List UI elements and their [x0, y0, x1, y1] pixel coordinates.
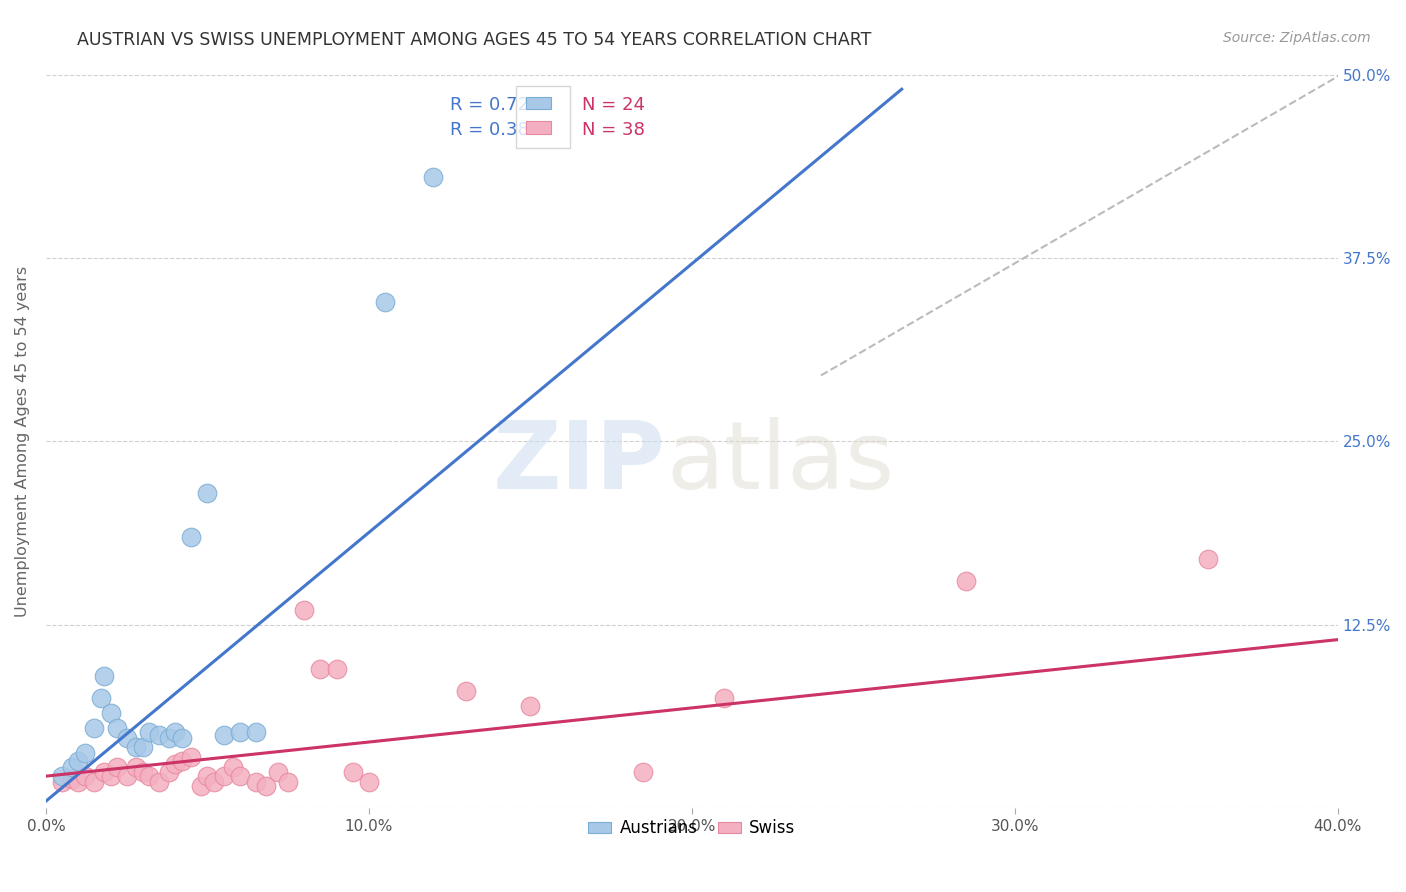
Point	[713, 691, 735, 706]
Point	[422, 170, 444, 185]
Point	[148, 775, 170, 789]
Point	[165, 757, 187, 772]
Text: N = 38: N = 38	[582, 120, 645, 138]
Point	[197, 769, 219, 783]
Point	[212, 769, 235, 783]
Point	[342, 764, 364, 779]
Point	[132, 764, 155, 779]
Point	[170, 731, 193, 745]
Point	[633, 764, 655, 779]
Point	[222, 760, 245, 774]
Point	[228, 725, 250, 739]
Point	[73, 746, 96, 760]
Text: ZIP: ZIP	[494, 417, 666, 509]
Point	[245, 775, 267, 789]
Point	[454, 684, 477, 698]
Text: R = 0.381: R = 0.381	[450, 120, 540, 138]
Point	[157, 764, 180, 779]
Point	[138, 725, 160, 739]
Point	[115, 731, 138, 745]
Point	[90, 691, 112, 706]
Point	[93, 764, 115, 779]
Point	[212, 728, 235, 742]
Point	[51, 775, 73, 789]
Point	[100, 706, 122, 720]
Point	[292, 603, 315, 617]
Point	[93, 669, 115, 683]
Point	[105, 721, 128, 735]
Legend: Austrians, Swiss: Austrians, Swiss	[581, 813, 803, 844]
Point	[245, 725, 267, 739]
Point	[180, 750, 202, 764]
Text: atlas: atlas	[666, 417, 894, 509]
Point	[51, 769, 73, 783]
Point	[254, 780, 277, 794]
Point	[73, 769, 96, 783]
Point	[277, 775, 299, 789]
Text: AUSTRIAN VS SWISS UNEMPLOYMENT AMONG AGES 45 TO 54 YEARS CORRELATION CHART: AUSTRIAN VS SWISS UNEMPLOYMENT AMONG AGE…	[77, 31, 872, 49]
Point	[267, 764, 290, 779]
Point	[519, 698, 541, 713]
Point	[67, 755, 90, 769]
Point	[357, 775, 380, 789]
Point	[309, 662, 332, 676]
Point	[132, 739, 155, 754]
Point	[374, 295, 396, 310]
Point	[67, 775, 90, 789]
Point	[100, 769, 122, 783]
Y-axis label: Unemployment Among Ages 45 to 54 years: Unemployment Among Ages 45 to 54 years	[15, 266, 30, 617]
Text: Source: ZipAtlas.com: Source: ZipAtlas.com	[1223, 31, 1371, 45]
Point	[165, 725, 187, 739]
Point	[148, 728, 170, 742]
Text: R = 0.727: R = 0.727	[450, 96, 541, 114]
Point	[115, 769, 138, 783]
Point	[1198, 552, 1220, 566]
Point	[125, 760, 148, 774]
Text: N = 24: N = 24	[582, 96, 645, 114]
Point	[955, 574, 977, 588]
Point	[105, 760, 128, 774]
Point	[197, 486, 219, 500]
Point	[60, 760, 83, 774]
Point	[180, 530, 202, 544]
Point	[228, 769, 250, 783]
Point	[83, 721, 105, 735]
Point	[138, 769, 160, 783]
Point	[190, 780, 212, 794]
Point	[325, 662, 347, 676]
Point	[60, 772, 83, 786]
Point	[170, 755, 193, 769]
Point	[157, 731, 180, 745]
Point	[202, 775, 225, 789]
Point	[125, 739, 148, 754]
Point	[83, 775, 105, 789]
